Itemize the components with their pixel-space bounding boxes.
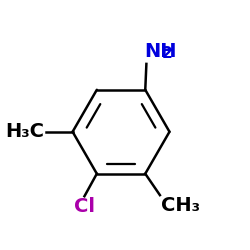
Text: Cl: Cl <box>74 197 95 216</box>
Text: H₃C: H₃C <box>6 122 44 141</box>
Text: NH: NH <box>144 42 177 60</box>
Text: 2: 2 <box>161 46 172 61</box>
Text: CH₃: CH₃ <box>161 196 200 215</box>
